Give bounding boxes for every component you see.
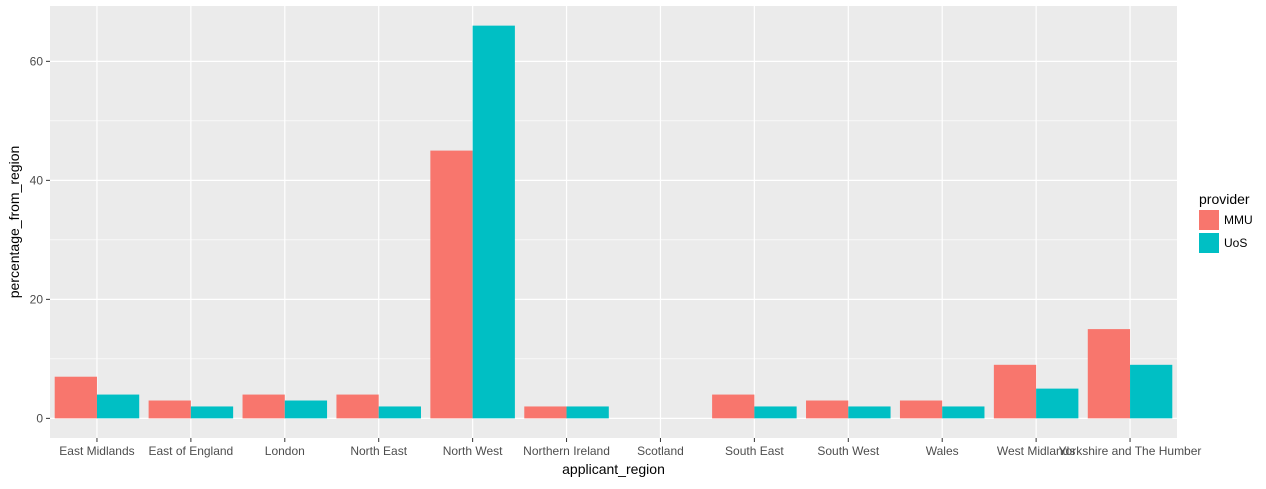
bar-uos-7: [754, 406, 797, 419]
bar-mmu-1: [148, 400, 191, 419]
x-tick-label: South East: [725, 444, 784, 458]
x-tick-label: North West: [443, 444, 503, 458]
legend-key-uos: [1199, 233, 1219, 253]
bar-mmu-9: [899, 400, 943, 419]
bar-uos-5: [566, 406, 609, 419]
x-tick-label: Wales: [926, 444, 959, 458]
x-axis-title: applicant_region: [562, 461, 665, 477]
x-tick-label: West Midlands: [997, 444, 1075, 458]
x-tick-label: East of England: [149, 444, 234, 458]
bar-mmu-7: [712, 394, 755, 419]
y-tick-label: 40: [30, 173, 44, 187]
bar-mmu-8: [806, 400, 849, 419]
x-tick-label: East Midlands: [59, 444, 134, 458]
bar-uos-3: [378, 406, 421, 419]
bar-uos-10: [1036, 388, 1079, 419]
legend-items: MMU UoS: [1199, 210, 1253, 253]
legend-label: MMU: [1224, 213, 1253, 227]
x-tick-label: Yorkshire and The Humber: [1059, 444, 1202, 458]
bar-uos-2: [284, 400, 328, 419]
bar-mmu-0: [54, 376, 97, 419]
y-axis-title: percentage_from_region: [6, 146, 22, 299]
plot-panel: [50, 6, 1177, 438]
bar-mmu-3: [336, 394, 379, 419]
bar-uos-4: [472, 25, 515, 419]
x-tick-label: Scotland: [637, 444, 684, 458]
y-tick-label: 0: [36, 411, 43, 425]
legend: provider MMU UoS: [1199, 191, 1253, 253]
bar-uos-1: [190, 406, 234, 419]
bar-mmu-11: [1087, 329, 1131, 419]
y-tick-label: 20: [30, 292, 44, 306]
bar-mmu-2: [242, 394, 285, 419]
x-tick-label: London: [265, 444, 305, 458]
legend-label: UoS: [1224, 236, 1247, 250]
legend-title: provider: [1199, 191, 1250, 207]
bars: [54, 25, 1173, 419]
x-tick-label: South West: [817, 444, 879, 458]
x-tick-label: North East: [350, 444, 407, 458]
legend-key-mmu: [1199, 210, 1219, 230]
bar-mmu-5: [524, 406, 567, 419]
y-axis-ticks: 0 20 40 60: [30, 54, 50, 425]
bar-uos-11: [1130, 364, 1173, 419]
y-tick-label: 60: [30, 54, 44, 68]
bar-uos-9: [942, 406, 985, 419]
bar-mmu-10: [993, 364, 1037, 419]
bar-uos-8: [848, 406, 891, 419]
bar-mmu-4: [430, 150, 473, 419]
bar-uos-0: [96, 394, 140, 419]
x-tick-label: Northern Ireland: [523, 444, 610, 458]
x-axis-ticks: East Midlands East of England London North …: [59, 438, 1201, 458]
